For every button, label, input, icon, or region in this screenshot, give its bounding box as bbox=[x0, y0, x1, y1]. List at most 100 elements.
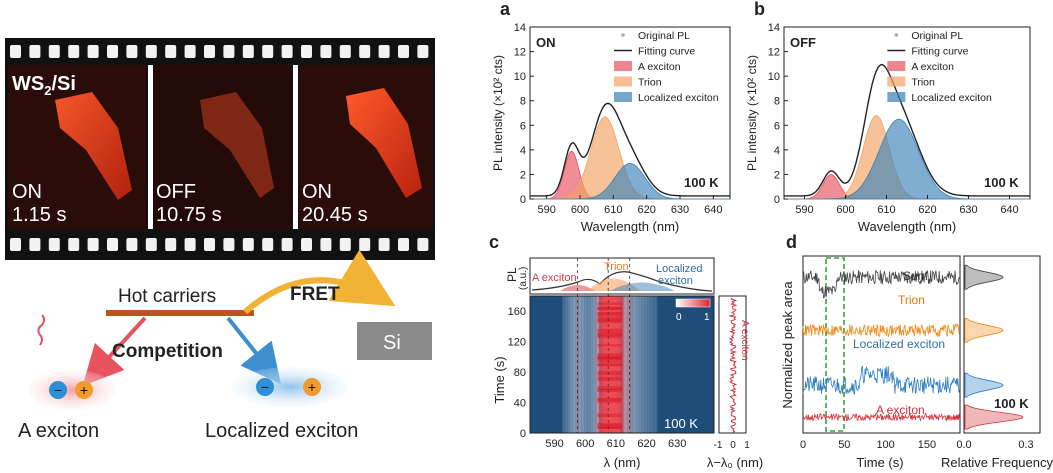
heatmap-band bbox=[597, 356, 622, 360]
y-axis-label: PL intensity (×10² cts) bbox=[745, 55, 759, 171]
trion-label: Trion bbox=[898, 293, 925, 307]
sprocket-hole bbox=[378, 45, 390, 58]
sprocket-hole bbox=[126, 238, 138, 251]
y-axis-label: Normalized peak area bbox=[780, 281, 795, 409]
sprocket-hole bbox=[29, 238, 41, 251]
hole-icon bbox=[75, 381, 93, 399]
a-exciton-trace bbox=[802, 412, 961, 423]
heatmap-column bbox=[649, 296, 652, 433]
sprocket-hole bbox=[10, 45, 21, 58]
temperature-label: 100 K bbox=[684, 175, 719, 190]
sprocket-hole bbox=[48, 238, 60, 251]
y-tick-label: 2 bbox=[520, 169, 526, 181]
heatmap-band bbox=[597, 353, 622, 357]
heatmap-column bbox=[655, 296, 658, 433]
y-tick-label: 0 bbox=[774, 194, 780, 206]
competition-arrow-a bbox=[82, 316, 147, 386]
side-tick: 0 bbox=[730, 440, 736, 451]
sprocket-hole bbox=[398, 238, 409, 251]
x-tick-label: 630 bbox=[668, 438, 686, 450]
ws2-flake bbox=[200, 92, 274, 198]
heatmap-band bbox=[597, 388, 622, 391]
heatmap-column bbox=[629, 296, 632, 433]
heatmap-column bbox=[585, 296, 588, 433]
sprocket-hole bbox=[223, 238, 235, 251]
y-tick-label: 120 bbox=[508, 337, 526, 349]
y-tick-label: 80 bbox=[514, 367, 526, 379]
y-tick-label: 12 bbox=[768, 47, 780, 59]
legend-entry: A exciton bbox=[638, 61, 681, 73]
legend-marker bbox=[614, 61, 632, 71]
sprocket-hole bbox=[87, 45, 99, 58]
localized-exciton-label: Localized exciton bbox=[205, 420, 358, 442]
sample-label: WS2/Si bbox=[12, 73, 76, 98]
ws2-flake bbox=[346, 88, 422, 198]
a-exciton-label: A exciton bbox=[18, 420, 99, 442]
x-tick-label: 630 bbox=[671, 204, 689, 216]
heatmap-column bbox=[563, 296, 566, 433]
competition-label: Competition bbox=[112, 341, 223, 362]
sprocket-hole bbox=[107, 45, 118, 58]
si-substrate bbox=[357, 322, 432, 360]
panel-letter: d bbox=[786, 232, 797, 252]
sprocket-hole bbox=[339, 45, 351, 58]
x-tick-label: 640 bbox=[1000, 204, 1018, 216]
sprocket-hole bbox=[359, 45, 371, 58]
sprocket-hole bbox=[204, 45, 215, 58]
heatmap-stripes bbox=[562, 296, 658, 433]
legend-marker bbox=[614, 76, 632, 87]
heatmap-band bbox=[597, 364, 622, 367]
x-tick-label: 590 bbox=[795, 204, 813, 216]
x-tick-label: 100 bbox=[876, 439, 894, 451]
si-label: Si bbox=[383, 332, 401, 354]
heatmap-band bbox=[597, 422, 622, 427]
sprocket-hole bbox=[145, 238, 157, 251]
film-frame-1: ON 1.15 s WS2/Si bbox=[8, 65, 146, 229]
temperature-label: 100 K bbox=[984, 175, 1019, 190]
panel-c-heatmap: c A exciton Trion Localized exciton PL (… bbox=[489, 232, 763, 470]
side-tick: 1 bbox=[744, 440, 750, 451]
heatmap-band bbox=[597, 317, 622, 321]
heatmap-column bbox=[632, 296, 635, 433]
hist-tick: 0.0 bbox=[956, 439, 971, 451]
heatmap-band bbox=[597, 302, 622, 305]
heatmap-column bbox=[565, 296, 568, 433]
heatmap-axes: 590 600 610 620 630 0 40 80 120 160 bbox=[508, 306, 687, 450]
heatmap-column bbox=[641, 296, 644, 433]
pl-axis-label: PL bbox=[505, 267, 519, 282]
sprocket-hole bbox=[68, 238, 80, 251]
sum-trace bbox=[802, 269, 961, 299]
histograms bbox=[964, 264, 1024, 430]
legend-marker bbox=[887, 61, 906, 71]
heatmap-column bbox=[576, 296, 578, 433]
competition-arrow-localized bbox=[226, 316, 281, 385]
x-tick-label: 50 bbox=[838, 439, 850, 451]
heatmap-column bbox=[569, 296, 572, 433]
heatmap-column bbox=[582, 296, 584, 433]
panel-letter: a bbox=[500, 0, 511, 19]
heatmap-column bbox=[648, 296, 650, 433]
y-tick-label: 0 bbox=[520, 428, 526, 440]
sprocket-hole bbox=[398, 45, 409, 58]
svg-text:−: − bbox=[54, 382, 62, 398]
sprocket-hole bbox=[359, 238, 371, 251]
heatmap-column bbox=[591, 296, 594, 433]
pl-profile-curve bbox=[531, 271, 713, 292]
legend-entry: Original PL bbox=[638, 30, 690, 42]
peak-markers bbox=[577, 258, 631, 433]
hot-carriers-label: Hot carriers bbox=[118, 286, 216, 307]
hot-carriers-bar bbox=[106, 310, 254, 316]
y-tick-label: 10 bbox=[768, 71, 780, 83]
legend-marker bbox=[614, 92, 632, 102]
heatmap-column bbox=[588, 296, 591, 433]
heatmap-column bbox=[586, 296, 589, 433]
heatmap-band bbox=[597, 319, 622, 323]
heatmap-column bbox=[637, 296, 640, 433]
y-tick-label: 6 bbox=[774, 120, 780, 132]
sprocket-hole bbox=[165, 238, 177, 251]
heatmap-band bbox=[597, 306, 622, 311]
panel-a-spectrum: a 590 600 610 620 630 640 0 2 4 6 8 10 12 14 Wavelength… bbox=[491, 0, 731, 234]
heatmap-column bbox=[628, 296, 630, 433]
heatmap-column bbox=[574, 296, 577, 433]
